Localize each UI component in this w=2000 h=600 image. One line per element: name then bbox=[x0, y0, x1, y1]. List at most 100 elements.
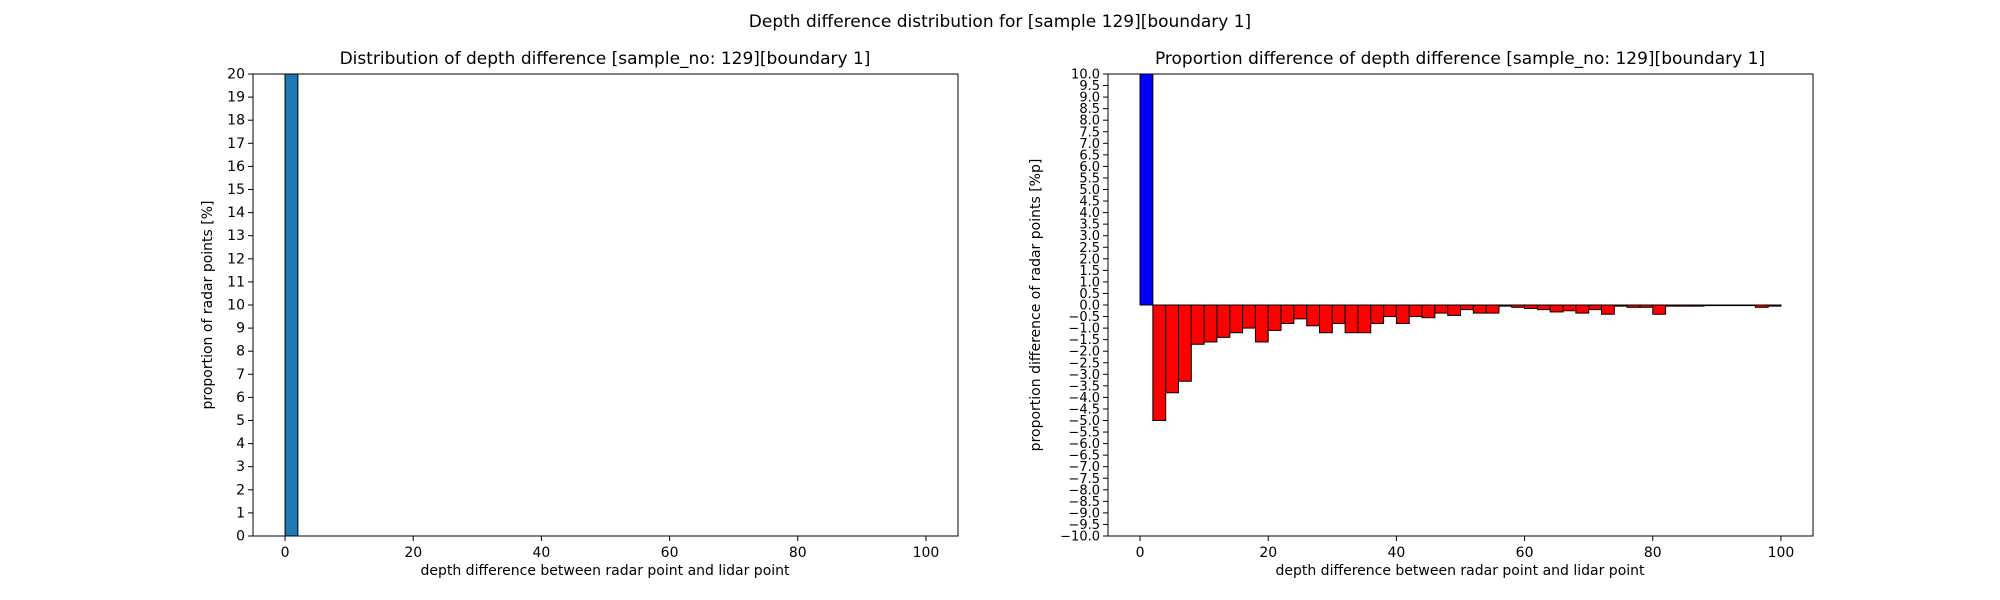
y-tick-label: 7.0 bbox=[1079, 137, 1100, 152]
bar bbox=[1408, 304, 1423, 318]
plot-frame bbox=[252, 73, 959, 537]
y-tick-label: 6.5 bbox=[1079, 148, 1100, 163]
y-tick-label: −0.5 bbox=[1068, 310, 1100, 325]
bar bbox=[1536, 304, 1551, 311]
bar bbox=[1485, 304, 1500, 314]
bar bbox=[1331, 304, 1346, 324]
y-tick-label: 1.5 bbox=[1079, 264, 1100, 279]
y-axis-label: proportion of radar points [%] bbox=[200, 200, 216, 409]
x-axis-label: depth difference between radar point and… bbox=[1275, 563, 1645, 579]
y-tick-label: 14 bbox=[227, 205, 245, 221]
y-tick-label: 19 bbox=[227, 90, 245, 106]
x-tick-label: 60 bbox=[661, 545, 679, 561]
x-tick-label: 40 bbox=[1387, 545, 1405, 561]
y-tick-label: 4.0 bbox=[1079, 206, 1100, 221]
bar bbox=[1665, 304, 1679, 307]
x-tick-label: 100 bbox=[913, 545, 940, 561]
x-tick-label: 80 bbox=[789, 545, 807, 561]
chart-proportion-difference: Proportion difference of depth differenc… bbox=[1028, 49, 1814, 579]
x-tick-label: 0 bbox=[1136, 545, 1145, 561]
bar bbox=[1216, 304, 1231, 338]
bar bbox=[1601, 304, 1615, 315]
y-tick-label: 3.5 bbox=[1079, 218, 1100, 233]
bar bbox=[1460, 304, 1474, 311]
bar bbox=[1652, 304, 1667, 315]
bar bbox=[1742, 304, 1756, 307]
bar bbox=[1152, 304, 1167, 421]
bar bbox=[1498, 304, 1513, 307]
bar-series bbox=[1139, 73, 1782, 421]
y-tick-label: 6 bbox=[236, 390, 245, 406]
y-tick-label: 4 bbox=[236, 436, 245, 452]
bar bbox=[1703, 304, 1718, 307]
y-tick-label: 0.0 bbox=[1079, 299, 1100, 314]
y-tick-label: −3.0 bbox=[1068, 368, 1100, 383]
y-tick-label: −3.5 bbox=[1068, 379, 1100, 394]
x-axis-label: depth difference between radar point and… bbox=[420, 563, 790, 579]
bar bbox=[1254, 304, 1269, 343]
bar bbox=[1306, 304, 1320, 327]
x-tick-label: 80 bbox=[1644, 545, 1662, 561]
y-tick-label: −7.0 bbox=[1068, 460, 1100, 475]
bar bbox=[1319, 304, 1333, 334]
y-tick-label: 6.0 bbox=[1079, 160, 1100, 175]
y-tick-label: 18 bbox=[227, 113, 245, 129]
bar bbox=[1421, 304, 1436, 319]
y-tick-label: 2 bbox=[236, 482, 245, 498]
bar bbox=[1139, 73, 1154, 306]
x-tick-label: 60 bbox=[1516, 545, 1534, 561]
y-tick-label: −4.5 bbox=[1068, 402, 1100, 417]
bar bbox=[1575, 304, 1590, 314]
y-tick-label: 20 bbox=[227, 67, 245, 83]
y-tick-label: 13 bbox=[227, 228, 245, 244]
y-tick-label: 8.0 bbox=[1079, 114, 1100, 129]
figure-suptitle: Depth difference distribution for [sampl… bbox=[749, 12, 1251, 32]
axis-ticks: 0 20 40 60 80 1000123456789101112131415161718… bbox=[227, 67, 939, 562]
y-tick-label: 2.0 bbox=[1079, 252, 1100, 267]
y-tick-label: 0.5 bbox=[1079, 287, 1100, 302]
y-tick-label: −1.5 bbox=[1068, 333, 1100, 348]
y-axis-label: proportion difference of radar points [%… bbox=[1028, 159, 1044, 452]
bar bbox=[1395, 304, 1410, 324]
x-tick-label: 100 bbox=[1768, 545, 1795, 561]
y-tick-label: −10.0 bbox=[1060, 530, 1100, 545]
bar bbox=[1344, 304, 1359, 334]
bar bbox=[1690, 304, 1705, 307]
x-tick-label: 40 bbox=[532, 545, 550, 561]
y-tick-label: 10 bbox=[227, 298, 245, 314]
y-tick-label: 5.0 bbox=[1079, 183, 1100, 198]
bar bbox=[284, 73, 299, 537]
axis-ticks: 0 20 40 60 80 100 −10.0−9.5−9.0−8.5−8.0−7.5−7.… bbox=[1060, 68, 1794, 562]
y-tick-label: 15 bbox=[227, 182, 245, 198]
bar bbox=[1178, 304, 1192, 382]
y-tick-label: −2.5 bbox=[1068, 356, 1100, 371]
y-tick-label: 1.0 bbox=[1079, 275, 1100, 290]
bar bbox=[1729, 304, 1743, 307]
y-tick-label: −9.5 bbox=[1068, 518, 1100, 533]
y-tick-label: 17 bbox=[227, 136, 245, 152]
bar bbox=[1639, 304, 1654, 308]
y-tick-label: 9.0 bbox=[1079, 91, 1100, 106]
x-tick-label: 0 bbox=[281, 545, 290, 561]
y-tick-label: 8 bbox=[236, 344, 245, 360]
y-tick-label: 8.5 bbox=[1079, 102, 1100, 117]
y-tick-label: 9 bbox=[236, 321, 245, 337]
y-tick-label: −4.0 bbox=[1068, 391, 1100, 406]
bar bbox=[1370, 304, 1385, 324]
bar bbox=[1293, 304, 1308, 320]
bar bbox=[1613, 304, 1628, 307]
bar bbox=[1357, 304, 1372, 334]
y-tick-label: 7.5 bbox=[1079, 125, 1100, 140]
bar bbox=[1267, 304, 1282, 331]
bar bbox=[1190, 304, 1205, 345]
bar bbox=[1562, 304, 1577, 312]
y-tick-label: −8.0 bbox=[1068, 483, 1100, 498]
bar bbox=[1511, 304, 1526, 308]
y-tick-label: −7.5 bbox=[1068, 472, 1100, 487]
y-tick-label: −5.0 bbox=[1068, 414, 1100, 429]
bar bbox=[1549, 304, 1564, 313]
bar bbox=[1242, 304, 1256, 329]
y-tick-label: −8.5 bbox=[1068, 495, 1100, 510]
bar bbox=[1447, 304, 1461, 316]
